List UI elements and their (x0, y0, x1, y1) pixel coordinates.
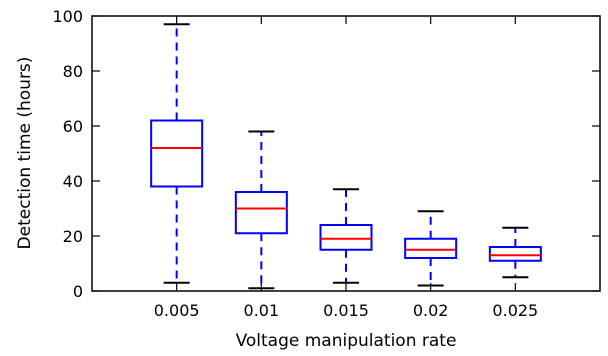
x-tick-label: 0.02 (413, 301, 449, 320)
y-tick-label: 40 (63, 172, 83, 191)
box-body (234, 191, 288, 235)
y-axis: 0 20 40 60 80 100 (52, 7, 600, 301)
y-axis-label: Detection time (hours) (15, 57, 35, 250)
y-tick-label: 60 (63, 117, 83, 136)
box-0.025 (488, 226, 542, 279)
y-tick-label: 100 (52, 7, 83, 26)
x-tick-label: 0.005 (154, 301, 200, 320)
y-tick-label: 0 (73, 282, 83, 301)
box-0.005 (150, 23, 204, 284)
box-0.015 (319, 188, 373, 284)
y-tick-label: 20 (63, 227, 83, 246)
x-tick-label: 0.015 (323, 301, 369, 320)
box-body (319, 224, 373, 251)
box-0.01 (234, 130, 288, 290)
box-0.02 (404, 210, 458, 287)
x-tick-label: 0.01 (244, 301, 280, 320)
y-tick-label: 80 (63, 62, 83, 81)
x-axis-label: Voltage manipulation rate (236, 331, 457, 351)
x-axis: 0.005 0.01 0.015 0.02 0.025 (154, 16, 538, 320)
box-body (488, 246, 542, 262)
x-tick-label: 0.025 (492, 301, 538, 320)
box-body (404, 237, 458, 259)
plot-marks (150, 23, 542, 290)
box-body (150, 119, 204, 188)
